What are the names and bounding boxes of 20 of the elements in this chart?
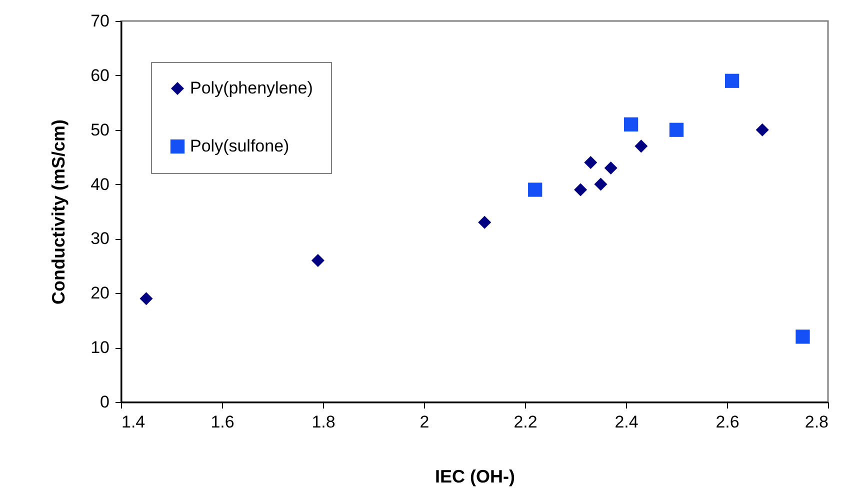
y-tick-label: 0 [100,392,110,412]
x-tick-label: 1.8 [312,412,336,432]
y-tick-label: 20 [90,284,110,303]
x-tick-label: 1.4 [122,412,146,432]
y-tick-label: 40 [90,174,110,194]
x-tick-label: 2.4 [614,412,638,432]
y-tick-label: 60 [90,66,110,85]
y-tick-label: 70 [90,12,110,30]
y-tick-label: 30 [90,229,110,248]
x-tick-label: 2.8 [804,412,828,432]
x-axis-title: IEC (OH-) [435,466,515,486]
x-tick-label: 2 [420,412,430,432]
x-tick-label: 1.6 [210,412,234,432]
y-tick-label: 50 [90,120,110,140]
y-tick-label: 10 [90,338,110,358]
x-tick-label: 2.2 [514,412,538,432]
x-tick-label: 2.6 [716,412,740,432]
y-axis-title: Conductivity (mS/cm) [48,119,69,305]
legend-label: Poly(phenylene) [190,78,313,98]
legend-label: Poly(sulfone) [190,136,290,156]
